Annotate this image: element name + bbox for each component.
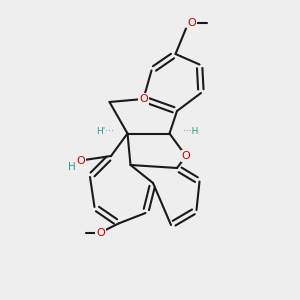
Text: O: O — [188, 17, 196, 28]
Text: ···H: ···H — [183, 128, 198, 136]
Text: O: O — [96, 227, 105, 238]
Text: O: O — [139, 94, 148, 104]
Text: H'···: H'··· — [96, 128, 114, 136]
Text: H: H — [68, 161, 76, 172]
Text: O: O — [76, 155, 85, 166]
Text: O: O — [182, 151, 190, 161]
